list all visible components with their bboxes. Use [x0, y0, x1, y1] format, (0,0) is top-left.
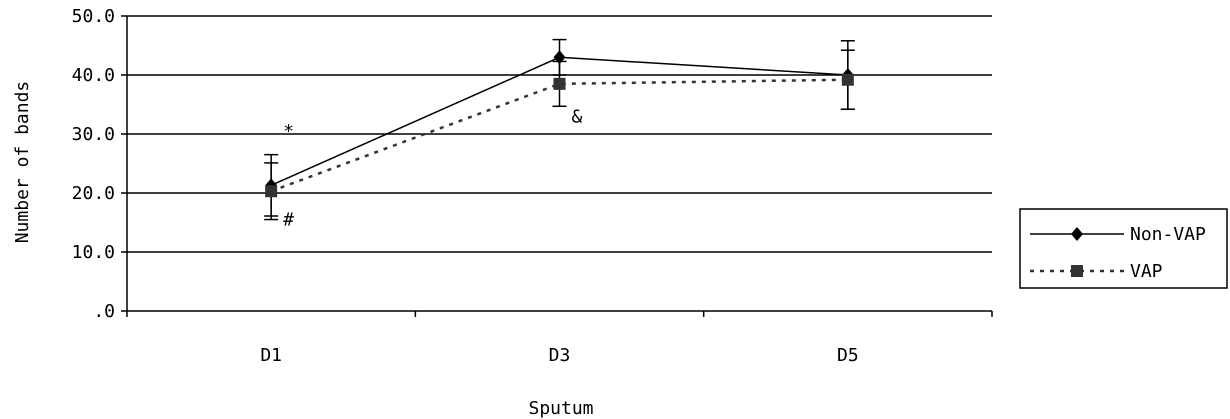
legend-item: Non-VAP — [1030, 224, 1206, 245]
legend-marker-square — [1071, 265, 1083, 277]
y-axis-title: Number of bands — [12, 81, 33, 244]
x-tick-label: D3 — [549, 345, 571, 366]
legend-label: VAP — [1130, 261, 1163, 282]
y-tick-label: 30.0 — [72, 124, 115, 145]
x-tick-labels: D1 D3 D5 — [260, 345, 858, 366]
annotations: * # & — [283, 106, 582, 230]
data-point-square — [841, 73, 854, 86]
y-tick-label: 50.0 — [72, 6, 115, 27]
legend-box — [1019, 208, 1228, 289]
series-vap — [264, 49, 855, 221]
x-tick-label: D1 — [260, 345, 282, 366]
data-point-diamond — [553, 50, 566, 65]
legend-item: VAP — [1030, 261, 1163, 282]
annotation: & — [572, 106, 583, 127]
legend-marker-diamond — [1071, 227, 1083, 241]
data-point-square — [265, 185, 278, 198]
y-tick-label: 40.0 — [72, 65, 115, 86]
x-axis-title: Sputum — [528, 398, 593, 419]
axes — [121, 15, 993, 317]
y-tick-labels: .0 10.0 20.0 30.0 40.0 50.0 — [72, 6, 115, 322]
x-tick-label: D5 — [837, 345, 859, 366]
annotation: * — [283, 121, 294, 142]
legend-label: Non-VAP — [1130, 224, 1206, 245]
legend: Non-VAP VAP — [1019, 208, 1228, 289]
y-tick-label: .0 — [93, 301, 115, 322]
y-tick-label: 20.0 — [72, 183, 115, 204]
series-line — [270, 78, 848, 193]
y-tick-label: 10.0 — [72, 242, 115, 263]
series — [264, 38, 855, 221]
data-point-square — [553, 77, 566, 90]
annotation: # — [283, 210, 294, 231]
